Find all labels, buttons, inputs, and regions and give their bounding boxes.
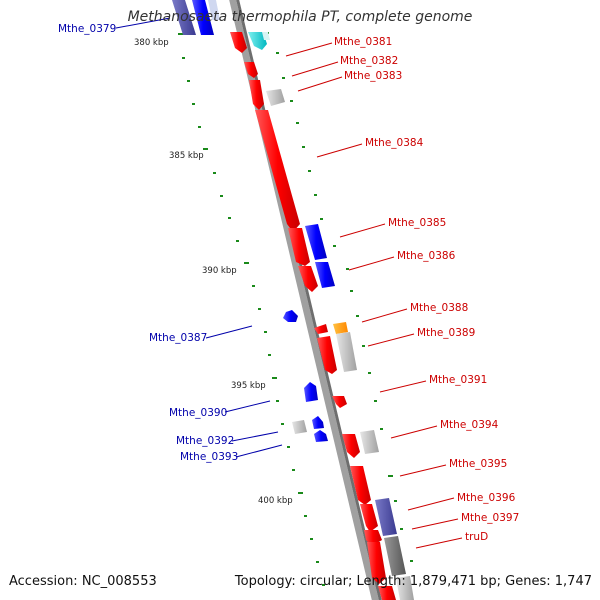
gene-label-mthe-0391[interactable]: Mthe_0391 xyxy=(429,374,487,386)
genome-summary-text: Topology: circular; Length: 1,879,471 bp… xyxy=(234,574,592,589)
gene-mthe-0387[interactable] xyxy=(283,310,298,322)
gene-mthe-0379b[interactable] xyxy=(192,0,214,35)
gene-label-mthe-0385[interactable]: Mthe_0385 xyxy=(388,217,446,229)
tick-label-395: 395 kbp xyxy=(231,381,266,391)
tick-dots-outer xyxy=(178,33,325,586)
gene-label-mthe-0396[interactable]: Mthe_0396 xyxy=(457,492,516,504)
gene-mthe-0395[interactable] xyxy=(350,466,371,505)
gene-label-mthe-0383[interactable]: Mthe_0383 xyxy=(344,70,402,82)
gene-label-mthe-0389[interactable]: Mthe_0389 xyxy=(417,327,475,339)
gene-label-mthe-0393[interactable]: Mthe_0393 xyxy=(180,451,238,463)
gene-label-mthe-0382[interactable]: Mthe_0382 xyxy=(340,55,398,67)
map-title: Methanosaeta thermophila PT, complete ge… xyxy=(127,9,473,25)
gene-mthe-0393a[interactable] xyxy=(312,416,324,429)
tick-label-385: 385 kbp xyxy=(169,151,204,161)
gene-mthe-0394b[interactable] xyxy=(360,430,379,454)
gene-mthe-0383a[interactable] xyxy=(249,80,264,110)
gene-mthe-0392[interactable] xyxy=(292,420,307,434)
gene-mthe-0386[interactable] xyxy=(298,266,318,292)
tick-dots-inner xyxy=(266,32,413,562)
tick-label-380: 380 kbp xyxy=(134,38,169,48)
gene-mthe-0388a[interactable] xyxy=(314,324,328,334)
gene-label-mthe-0390[interactable]: Mthe_0390 xyxy=(169,407,227,419)
gene-label-mthe-0387[interactable]: Mthe_0387 xyxy=(149,332,207,344)
gene-trud-b[interactable] xyxy=(384,536,406,576)
gene-mthe-0383b[interactable] xyxy=(266,89,285,106)
gene-trud-a[interactable] xyxy=(367,542,386,584)
gene-label-mthe-0386[interactable]: Mthe_0386 xyxy=(397,250,456,262)
gene-mthe-0384[interactable] xyxy=(255,110,300,232)
gene-mthe-0394a[interactable] xyxy=(342,434,360,458)
gene-label-mthe-0394[interactable]: Mthe_0394 xyxy=(440,419,499,431)
gene-mthe-0381[interactable] xyxy=(230,32,247,53)
gene-mthe-0388b[interactable] xyxy=(333,322,348,334)
gene-mthe-0389b[interactable] xyxy=(336,332,357,372)
gene-mthe-0396b[interactable] xyxy=(375,498,397,536)
gene-label-mthe-0379[interactable]: Mthe_0379 xyxy=(58,23,116,35)
gene-mthe-0386b[interactable] xyxy=(315,262,335,288)
gene-mthe-0381-pale[interactable] xyxy=(262,32,270,40)
gene-label-mthe-0381[interactable]: Mthe_0381 xyxy=(334,36,392,48)
gene-mthe-0391[interactable] xyxy=(332,396,347,408)
gene-mthe-0385[interactable] xyxy=(288,228,310,266)
gene-mthe-0379c[interactable] xyxy=(208,0,220,20)
gene-tail-gray[interactable] xyxy=(396,576,414,600)
gene-label-mthe-0392[interactable]: Mthe_0392 xyxy=(176,435,234,447)
gene-mthe-0385b[interactable] xyxy=(305,224,327,260)
gene-label-mthe-0395[interactable]: Mthe_0395 xyxy=(449,458,507,470)
gene-mthe-0382[interactable] xyxy=(244,62,258,78)
tick-label-400: 400 kbp xyxy=(258,496,293,506)
gene-trud-c[interactable] xyxy=(378,586,396,600)
leader-lines xyxy=(115,17,463,549)
gene-mthe-0396[interactable] xyxy=(360,504,378,532)
accession-text: Accession: NC_008553 xyxy=(9,574,157,589)
tick-label-390: 390 kbp xyxy=(202,266,237,276)
gene-mthe-0379[interactable] xyxy=(172,0,196,35)
gene-mthe-0390[interactable] xyxy=(304,382,318,402)
gene-mthe-0389a[interactable] xyxy=(317,336,337,374)
gene-label-mthe-0388[interactable]: Mthe_0388 xyxy=(410,302,468,314)
gene-label-mthe-0384[interactable]: Mthe_0384 xyxy=(365,137,424,149)
gene-label-mthe-0397[interactable]: Mthe_0397 xyxy=(461,512,519,524)
gene-mthe-0393b[interactable] xyxy=(314,430,328,442)
gene-label-trud[interactable]: truD xyxy=(465,531,488,543)
gene-mthe-0381-cyan[interactable] xyxy=(248,32,267,50)
